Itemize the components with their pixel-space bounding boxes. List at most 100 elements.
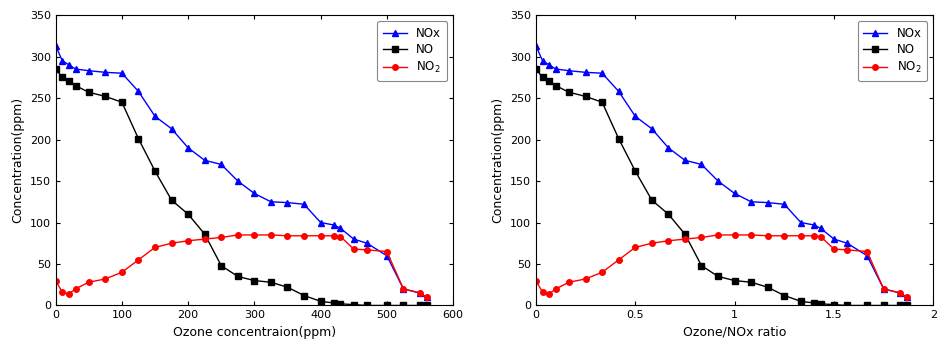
Line: NO: NO: [533, 66, 910, 308]
NOx: [328, 223, 339, 227]
Line: NO$_2$: NO$_2$: [533, 232, 910, 300]
NO$_2$: [57, 290, 68, 294]
NO$_2$: [712, 233, 723, 237]
NOx: [680, 158, 691, 162]
NO: [335, 302, 346, 306]
NOx: [745, 199, 757, 204]
NO$_2$: [328, 234, 339, 238]
NO: [550, 84, 561, 88]
NO: [680, 232, 691, 236]
NO: [232, 274, 244, 279]
NOx: [348, 237, 359, 241]
NO$_2$: [215, 235, 227, 239]
NOx: [795, 220, 807, 225]
NO$_2$: [729, 233, 740, 237]
NOx: [815, 226, 827, 230]
NO$_2$: [398, 287, 410, 291]
NO: [815, 302, 827, 306]
NOx: [647, 127, 658, 131]
NOx: [902, 295, 913, 299]
NOx: [762, 201, 774, 205]
Line: NOx: NOx: [533, 43, 910, 300]
NO: [778, 293, 790, 298]
NO$_2$: [795, 234, 807, 238]
NOx: [563, 69, 574, 73]
NO: [199, 232, 210, 236]
NOx: [315, 220, 326, 225]
NO: [647, 198, 658, 202]
NOx: [829, 237, 840, 241]
NO$_2$: [613, 258, 625, 262]
NOx: [878, 287, 889, 291]
NO: [862, 303, 873, 308]
NO$_2$: [232, 233, 244, 237]
NO$_2$: [265, 233, 277, 237]
NOx: [580, 70, 592, 75]
NO$_2$: [663, 239, 674, 243]
NO$_2$: [647, 241, 658, 245]
NOx: [398, 287, 410, 291]
NO: [543, 79, 555, 84]
NO: [613, 136, 625, 141]
NO$_2$: [282, 234, 293, 238]
NO$_2$: [902, 295, 913, 299]
NO$_2$: [762, 234, 774, 238]
NOx: [895, 291, 906, 295]
NOx: [696, 162, 707, 167]
NO$_2$: [543, 292, 555, 296]
NO$_2$: [580, 277, 592, 281]
NO$_2$: [150, 245, 161, 250]
NO: [809, 301, 820, 305]
NOx: [117, 71, 128, 75]
NOx: [862, 254, 873, 258]
NOx: [778, 202, 790, 206]
NO: [895, 303, 906, 308]
Line: NOx: NOx: [53, 43, 429, 300]
NO: [315, 299, 326, 303]
NO: [842, 303, 853, 308]
NO: [348, 302, 359, 307]
NOx: [537, 59, 548, 63]
NO$_2$: [745, 233, 757, 237]
NO$_2$: [348, 247, 359, 251]
NOx: [712, 179, 723, 183]
NO: [50, 67, 62, 71]
NO$_2$: [166, 241, 177, 245]
NOx: [596, 71, 608, 75]
NO: [215, 264, 227, 268]
NOx: [182, 146, 193, 150]
NO: [712, 274, 723, 279]
NO$_2$: [335, 234, 346, 239]
NO$_2$: [680, 237, 691, 241]
NO$_2$: [895, 291, 906, 295]
NOx: [729, 191, 740, 196]
Line: NO$_2$: NO$_2$: [53, 232, 429, 300]
NO$_2$: [550, 287, 561, 291]
NO$_2$: [809, 234, 820, 238]
NO$_2$: [248, 233, 260, 237]
NO: [530, 67, 541, 71]
NO: [133, 136, 144, 141]
NO$_2$: [829, 247, 840, 251]
NOx: [64, 63, 75, 67]
NO$_2$: [815, 234, 827, 239]
NO$_2$: [182, 239, 193, 243]
NOx: [842, 241, 853, 245]
NO$_2$: [100, 277, 111, 281]
NOx: [70, 67, 82, 71]
NO: [70, 84, 82, 88]
NOx: [133, 89, 144, 93]
NO: [596, 100, 608, 104]
NO: [829, 302, 840, 307]
NOx: [421, 295, 432, 299]
NOx: [613, 89, 625, 93]
NOx: [265, 199, 277, 204]
NOx: [232, 179, 244, 183]
NO: [878, 303, 889, 308]
NO$_2$: [50, 279, 62, 283]
NOx: [50, 44, 62, 48]
NO: [265, 280, 277, 284]
NO$_2$: [381, 250, 392, 254]
NOx: [166, 127, 177, 131]
NO: [421, 303, 432, 308]
